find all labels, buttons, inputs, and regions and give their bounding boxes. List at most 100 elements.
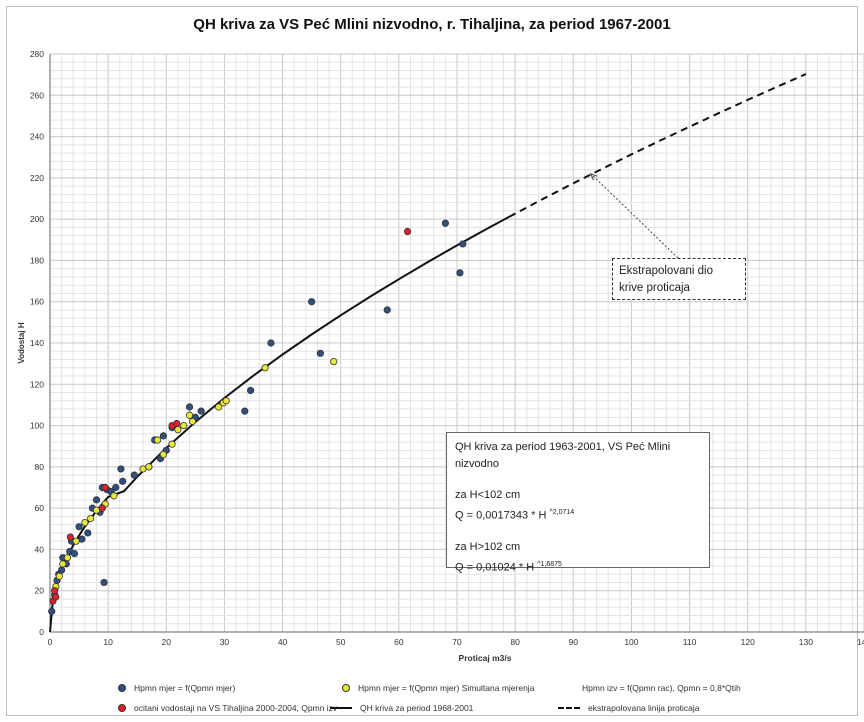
data-point-series-1 [81,518,89,527]
formula-box: QH kriva za period 1963-2001, VS Peć Mli… [446,432,710,573]
legend-marker-curve [330,707,352,709]
data-point-series-1 [180,421,188,430]
extrapolation-annotation-text: Ekstrapolovani dio krive proticaja [619,265,713,294]
y-axis-label: Vodostaj H [17,322,26,363]
legend-label-extrapolated: ekstrapolovana linija proticaja [588,703,700,713]
legend-label-curve: QH kriva za period 1968-2001 [360,703,474,713]
data-point-series-0 [456,269,464,277]
x-tick-label: 130 [799,637,813,647]
legend-item-read: ocitani vodostaji na VS Tihaljina 2000-2… [118,703,337,713]
y-tick-label: 0 [39,627,44,637]
data-point-series-0 [316,349,324,357]
y-tick-label: 100 [30,421,44,431]
y-tick-label: 260 [30,90,44,100]
data-point-series-1 [145,463,153,471]
x-axis-label: Proticaj m3/s [459,653,512,663]
legend-marker-measured [118,684,126,692]
data-point-series-0 [84,529,92,537]
data-point-series-3 [101,483,109,492]
data-point-series-1 [168,440,176,448]
data-point-series-0 [383,306,391,314]
y-tick-label: 220 [30,173,44,183]
legend-item-curve: QH kriva za period 1968-2001 [330,703,473,713]
y-tick-label: 40 [35,544,45,554]
legend-item-simultaneous: Hpmn mjer = f(Qpmn mjer) Simultana mjere… [342,683,534,693]
x-tick-label: 70 [452,637,462,647]
x-tick-label: 110 [683,637,697,647]
y-tick-label: 240 [30,132,44,142]
annotation-arrow-head [589,172,598,181]
x-tick-label: 60 [394,637,404,647]
legend-label-measured: Hpmn mjer = f(Qpmn mjer) [134,683,236,693]
data-point-series-0 [75,523,83,531]
formula-high-exponent: ^1,6875 [537,560,562,568]
x-tick-label: 90 [569,637,579,647]
data-point-series-0 [459,240,467,248]
data-point-series-0 [112,483,120,492]
y-tick-label: 160 [30,297,44,307]
data-point-series-1 [110,492,118,500]
data-point-series-0 [197,407,205,415]
x-tick-label: 30 [220,637,230,647]
data-point-series-1 [185,411,194,419]
data-point-series-0 [100,578,108,587]
data-point-series-1 [188,417,197,426]
data-point-series-0 [119,477,127,485]
x-tick-label: 100 [624,637,638,647]
data-point-series-0 [267,339,275,347]
data-point-series-1 [55,572,63,580]
legend-label-read: ocitani vodostaji na VS Tihaljina 2000-2… [134,703,338,713]
data-point-series-1 [215,403,223,411]
formula-high-prefix: Q = 0,01024 * H [455,561,538,574]
x-tick-label: 80 [510,637,520,647]
data-point-series-3 [52,593,60,601]
data-point-series-0 [241,407,249,415]
data-point-series-1 [174,426,182,434]
legend-marker-simultaneous [342,684,350,692]
extrapolated-curve-line [508,73,807,218]
formula-heading: QH kriva za period 1963-2001, VS Peć Mli… [455,441,671,470]
data-point-series-1 [63,554,72,562]
data-point-series-0 [58,566,66,574]
formula-low-exponent: ^2,0714 [549,509,575,516]
data-point-series-1 [72,537,80,545]
formula-high-equation: Q = 0,01024 * H ^1,6875 [455,556,701,577]
data-point-series-1 [159,450,167,459]
chart-title: QH kriva za VS Peć Mlini nizvodno, r. Ti… [193,16,671,33]
extrapolation-annotation: Ekstrapolovani dio krive proticaja [612,258,746,300]
legend-item-computed: Hpmn izv = f(Qpmn rac), Qpmn = 0,8*Qtih [568,683,741,693]
data-point-series-0 [117,465,125,473]
rating-curve-line [49,215,510,633]
x-tick-label: 20 [162,637,172,647]
y-tick-label: 60 [35,503,45,513]
y-tick-label: 120 [30,379,44,389]
legend-marker-read [118,704,126,712]
x-tick-label: 140 [857,637,864,647]
data-point-series-3 [403,227,412,236]
y-tick-label: 180 [30,255,44,265]
x-tick-label: 10 [103,637,113,647]
data-point-series-1 [330,357,338,366]
x-tick-label: 50 [336,637,346,647]
formula-low-equation: Q = 0,0017343 * H ^2,0714 [455,504,701,525]
data-point-series-1 [59,560,67,568]
data-point-series-0 [308,298,316,306]
y-tick-label: 80 [35,462,45,472]
data-point-series-0 [246,386,255,395]
x-tick-label: 40 [278,637,288,647]
legend-label-simultaneous: Hpmn mjer = f(Qpmn mjer) Simultana mjere… [358,683,535,693]
data-point-series-3 [51,587,59,595]
annotation-arrow-line [590,173,679,259]
legend-item-measured: Hpmn mjer = f(Qpmn mjer) [118,683,235,693]
data-point-series-3 [66,533,74,541]
data-point-series-1 [222,397,230,405]
legend-marker-extrapolated [558,707,580,709]
y-tick-label: 20 [35,586,45,596]
legend-item-extrapolated: ekstrapolovana linija proticaja [558,703,700,713]
data-point-series-0 [185,403,194,411]
legend-label-computed: Hpmn izv = f(Qpmn rac), Qpmn = 0,8*Qtih [582,683,741,693]
data-point-series-0 [159,432,167,440]
chart-frame [6,6,858,716]
data-point-series-0 [130,471,138,479]
y-tick-label: 140 [30,338,44,348]
